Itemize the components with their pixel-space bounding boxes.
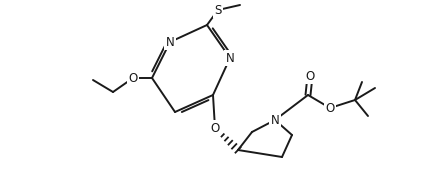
Text: N: N <box>226 51 234 64</box>
Text: O: O <box>325 101 335 115</box>
Text: N: N <box>271 113 279 127</box>
Text: S: S <box>214 3 222 17</box>
Text: N: N <box>166 36 174 48</box>
Text: O: O <box>210 121 220 135</box>
Text: O: O <box>305 70 315 82</box>
Text: O: O <box>128 71 138 85</box>
